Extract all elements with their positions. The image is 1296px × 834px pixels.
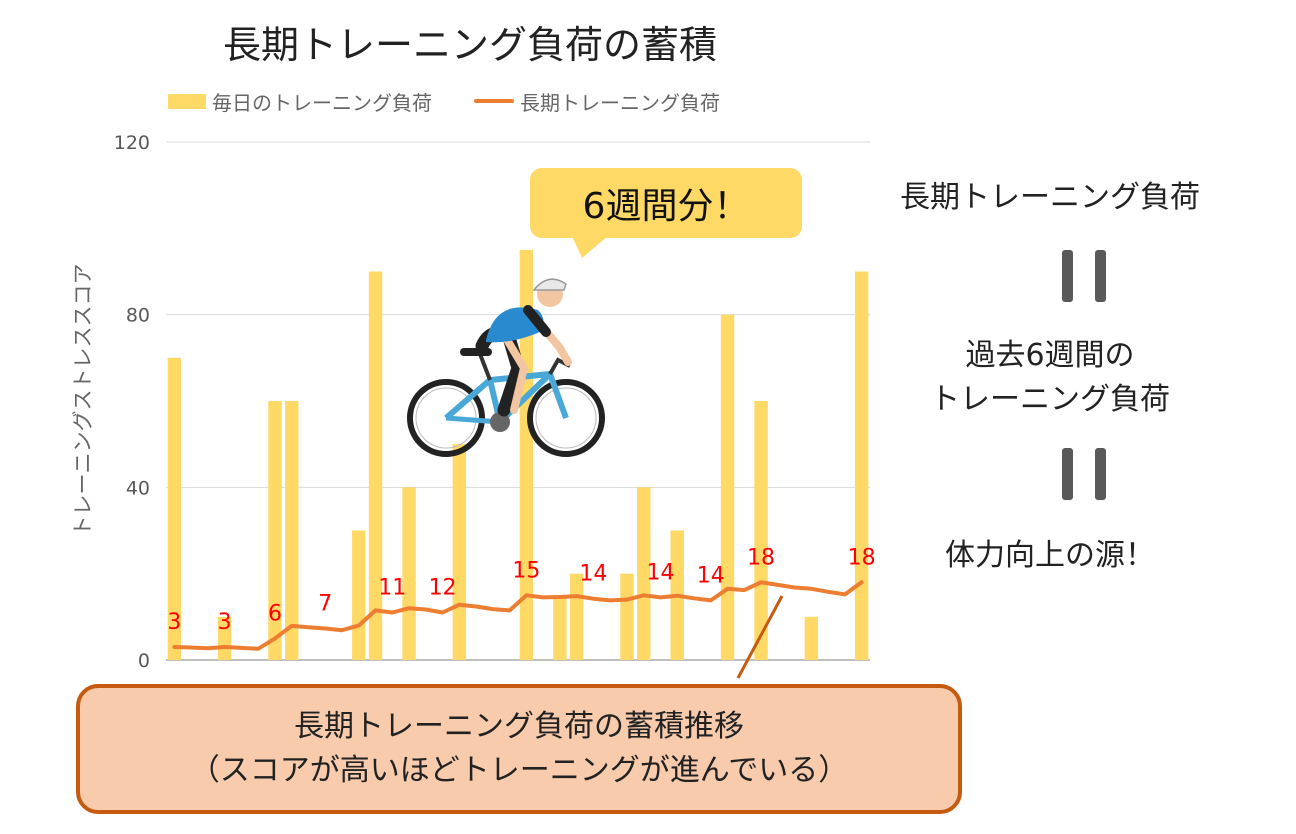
bar-33 bbox=[720, 314, 735, 660]
data-label-3: 7 bbox=[318, 591, 332, 616]
bar-35 bbox=[754, 401, 768, 660]
y-tick-labels: 0 40 80 120 bbox=[114, 132, 150, 672]
bar-14 bbox=[402, 487, 416, 660]
explanation-box: 長期トレーニング負荷の蓄積推移 （スコアが高いほどトレーニングが進んでいる） bbox=[76, 684, 962, 814]
bar-11 bbox=[352, 530, 366, 660]
side-text-line-a: 過去6週間の bbox=[965, 338, 1135, 373]
data-label-6: 15 bbox=[512, 558, 540, 583]
legend-label-daily: 毎日のトレーニング負荷 bbox=[212, 90, 432, 115]
bar-28 bbox=[637, 487, 651, 660]
bar-6 bbox=[268, 401, 282, 660]
legend-label-long-term: 長期トレーニング負荷 bbox=[520, 90, 720, 115]
side-text-past-six-weeks: 過去6週間の トレーニング負荷 bbox=[900, 334, 1200, 422]
speech-bubble-tail bbox=[572, 236, 608, 258]
bar-41 bbox=[854, 271, 869, 660]
callout-pointer-line bbox=[736, 595, 784, 679]
bar-7 bbox=[285, 401, 299, 660]
legend-item-daily: 毎日のトレーニング負荷 bbox=[168, 87, 432, 116]
bar-12 bbox=[368, 271, 383, 660]
long-term-line bbox=[172, 580, 864, 651]
data-label-1: 3 bbox=[218, 610, 232, 635]
legend-swatch-daily bbox=[168, 93, 206, 109]
data-label-2: 6 bbox=[268, 601, 282, 626]
bar-27 bbox=[620, 573, 634, 660]
data-label-4: 11 bbox=[378, 576, 406, 601]
equals-sign-2 bbox=[1062, 448, 1106, 500]
data-label-10: 18 bbox=[747, 545, 775, 570]
legend-swatch-long-term bbox=[474, 99, 514, 103]
y-tick-label-3: 120 bbox=[114, 132, 150, 154]
speech-bubble: 6週間分！ bbox=[530, 168, 802, 238]
explanation-line-2: （スコアが高いほどトレーニングが進んでいる） bbox=[189, 753, 849, 788]
bar-23 bbox=[553, 595, 567, 660]
bar-38 bbox=[804, 616, 819, 660]
legend: 毎日のトレーニング負荷 長期トレーニング負荷 bbox=[168, 86, 762, 116]
side-text-line-b: トレーニング負荷 bbox=[930, 382, 1170, 417]
chart-title: 長期トレーニング負荷の蓄積 bbox=[222, 23, 717, 67]
bar-0 bbox=[167, 357, 182, 660]
equals-sign-1 bbox=[1062, 250, 1106, 302]
y-axis-label: トレーニングストレススコア bbox=[71, 264, 95, 537]
side-text-fitness-source: 体力向上の源！ bbox=[945, 538, 1155, 573]
bar-17 bbox=[452, 444, 467, 660]
data-label-9: 14 bbox=[697, 563, 725, 588]
data-label-0: 3 bbox=[167, 610, 181, 635]
y-tick-label-0: 0 bbox=[138, 650, 150, 672]
data-label-8: 14 bbox=[646, 560, 674, 585]
data-labels: 3 3 6 7 11 12 15 14 14 14 18 18 bbox=[167, 545, 875, 635]
cyclist-icon bbox=[407, 278, 605, 457]
y-tick-label-1: 40 bbox=[126, 477, 150, 499]
y-tick-label-2: 80 bbox=[126, 305, 150, 327]
bar-21 bbox=[519, 249, 534, 660]
side-text-long-term-load: 長期トレーニング負荷 bbox=[900, 180, 1200, 215]
legend-item-long-term: 長期トレーニング負荷 bbox=[474, 87, 720, 116]
long-term-line-path bbox=[172, 580, 864, 651]
data-label-5: 12 bbox=[429, 576, 457, 601]
data-label-11: 18 bbox=[848, 545, 876, 570]
explanation-line-1: 長期トレーニング負荷の蓄積推移 bbox=[294, 709, 744, 744]
data-label-7: 14 bbox=[579, 562, 607, 587]
